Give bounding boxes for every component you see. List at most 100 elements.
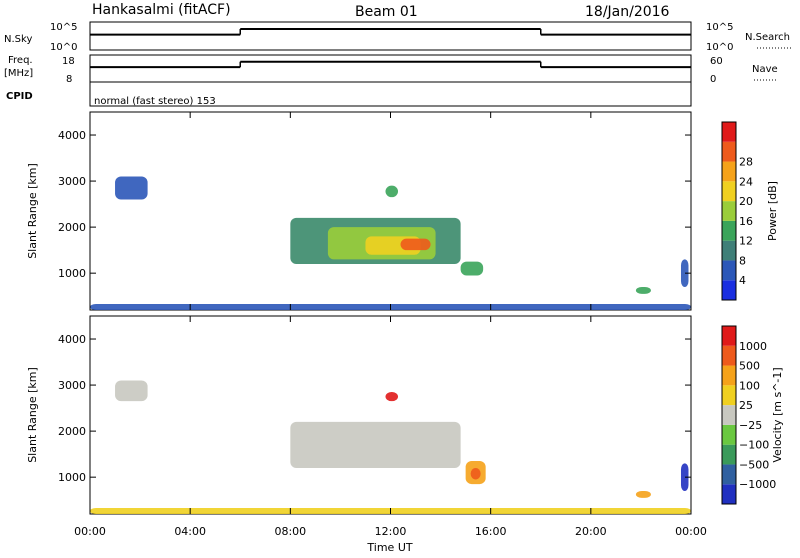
- colorbar-tick-label: −500: [739, 458, 769, 471]
- velocity-regions: [90, 380, 691, 514]
- freq-label-line1: Freq.: [8, 55, 33, 66]
- velocity-colorbar: 1000 500 100 25 −25 −100 −500 −1000: [721, 325, 776, 505]
- velocity-panel-frame: [89, 315, 692, 515]
- x-tick-label: 16:00: [475, 525, 507, 538]
- colorbar-tick-label: 8: [739, 254, 746, 267]
- scatter-region: [470, 467, 481, 480]
- nave-label: Nave: [752, 64, 778, 75]
- velocity-panel: 1000 2000 3000 4000 Slant Range [km] 1000 50…: [26, 315, 784, 515]
- colorbar-tick-label: 4: [739, 274, 746, 287]
- scatter-region: [115, 176, 148, 200]
- colorbar-segment: [722, 365, 736, 386]
- x-tick-label: 12:00: [375, 525, 407, 538]
- colorbar-tick-label: 28: [739, 156, 753, 169]
- freq-right-tick-bottom: 0: [710, 74, 716, 85]
- y-tick-label: 4000: [58, 129, 86, 142]
- colorbar-tick-label: −1000: [739, 478, 776, 491]
- velocity-y-ticks: 1000 2000 3000 4000: [58, 333, 691, 484]
- power-regions: [90, 176, 691, 310]
- x-tick-label: 00:00: [74, 525, 106, 538]
- beam-title: Beam 01: [355, 4, 418, 20]
- colorbar-segment: [722, 385, 736, 406]
- freq-line: [90, 60, 691, 69]
- colorbar-tick-label: 24: [739, 175, 753, 188]
- power-panel-frame: [89, 111, 692, 311]
- colorbar-segment: [722, 444, 736, 465]
- colorbar-segment: [722, 220, 736, 241]
- colorbar-segment: [722, 424, 736, 445]
- nsky-left-tick-top: 10^5: [50, 22, 77, 33]
- scatter-region: [460, 261, 484, 276]
- colorbar-segment: [722, 326, 736, 346]
- colorbar-tick-label: 16: [739, 215, 753, 228]
- scatter-region: [635, 286, 651, 294]
- colorbar-segment: [722, 260, 736, 281]
- colorbar-tick-label: 100: [739, 379, 760, 392]
- scatter-region: [635, 490, 651, 498]
- freq-left-tick-bottom: 8: [66, 74, 72, 85]
- y-tick-label: 1000: [58, 471, 86, 484]
- scatter-region: [680, 259, 689, 287]
- colorbar-tick-label: 25: [739, 399, 753, 412]
- freq-left-tick-top: 18: [62, 56, 75, 67]
- scatter-region: [400, 238, 431, 251]
- scatter-region: [290, 421, 461, 468]
- colorbar-frame: [721, 325, 737, 505]
- y-tick-label: 1000: [58, 267, 86, 280]
- colorbar-segment: [722, 280, 736, 300]
- colorbar-segment: [722, 240, 736, 261]
- nsky-right-tick-bottom: 10^0: [706, 42, 733, 53]
- x-tick-label: 00:00: [675, 525, 707, 538]
- power-x-ticks: [89, 112, 692, 310]
- colorbar-segment: [722, 161, 736, 182]
- x-tick-labels: 00:00 04:00 08:00 12:00 16:00 20:00 00:00: [74, 525, 707, 538]
- colorbar-segment: [722, 141, 736, 162]
- scatter-region: [115, 380, 148, 402]
- colorbar-segment: [722, 201, 736, 221]
- velocity-ylabel: Slant Range [km]: [26, 367, 39, 463]
- y-tick-label: 3000: [58, 379, 86, 392]
- scatter-region: [680, 463, 689, 491]
- colorbar-tick-label: 20: [739, 195, 753, 208]
- colorbar-segment: [722, 181, 736, 202]
- velocity-colorbar-label: Velocity [m s^-1]: [771, 367, 784, 462]
- power-colorbar-label: Power [dB]: [766, 181, 779, 241]
- colorbar-segment: [722, 122, 736, 142]
- freq-frame: [89, 54, 692, 83]
- colorbar-segment: [722, 464, 736, 485]
- colorbar-segment: [722, 405, 736, 425]
- x-tick-label: 04:00: [174, 525, 206, 538]
- y-tick-label: 2000: [58, 221, 86, 234]
- colorbar-segment: [722, 484, 736, 504]
- power-panel: 1000 2000 3000 4000 Slant Range [km] 4 8 12 16…: [26, 111, 779, 311]
- x-tick-label: 08:00: [274, 525, 306, 538]
- x-tick-label: 20:00: [575, 525, 607, 538]
- nsky-right-tick-top: 10^5: [706, 22, 733, 33]
- nsky-strip: N.Sky 10^5 10^0 10^5 10^0 N.Search: [4, 21, 792, 53]
- nsky-frame: [89, 21, 692, 51]
- colorbar-tick-label: 1000: [739, 340, 767, 353]
- colorbar-tick-label: −25: [739, 419, 762, 432]
- velocity-x-ticks: [89, 316, 692, 514]
- nsearch-label: N.Search: [745, 32, 790, 43]
- cpid-label: CPID: [6, 91, 33, 102]
- nsky-line: [90, 28, 691, 36]
- station-title: Hankasalmi (fitACF): [92, 2, 231, 18]
- freq-strip: Freq. [MHz] 18 8 60 0 Nave: [4, 54, 778, 85]
- colorbar-tick-label: 500: [739, 360, 760, 373]
- cpid-frame: [89, 81, 692, 107]
- nsky-left-tick-bottom: 10^0: [50, 42, 77, 53]
- colorbar-tick-label: −100: [739, 439, 769, 452]
- power-y-ticks: 1000 2000 3000 4000: [58, 129, 691, 280]
- power-ylabel: Slant Range [km]: [26, 163, 39, 259]
- freq-label-line2: [MHz]: [4, 68, 33, 79]
- power-colorbar: 4 8 12 16 20 24 28: [721, 121, 753, 301]
- freq-right-tick-top: 60: [710, 56, 723, 67]
- nsky-label: N.Sky: [4, 34, 32, 45]
- x-axis-label: Time UT: [366, 541, 412, 554]
- scatter-region: [385, 391, 399, 402]
- colorbar-tick-label: 12: [739, 235, 753, 248]
- colorbar-frame: [721, 121, 737, 301]
- scatter-region: [385, 185, 399, 198]
